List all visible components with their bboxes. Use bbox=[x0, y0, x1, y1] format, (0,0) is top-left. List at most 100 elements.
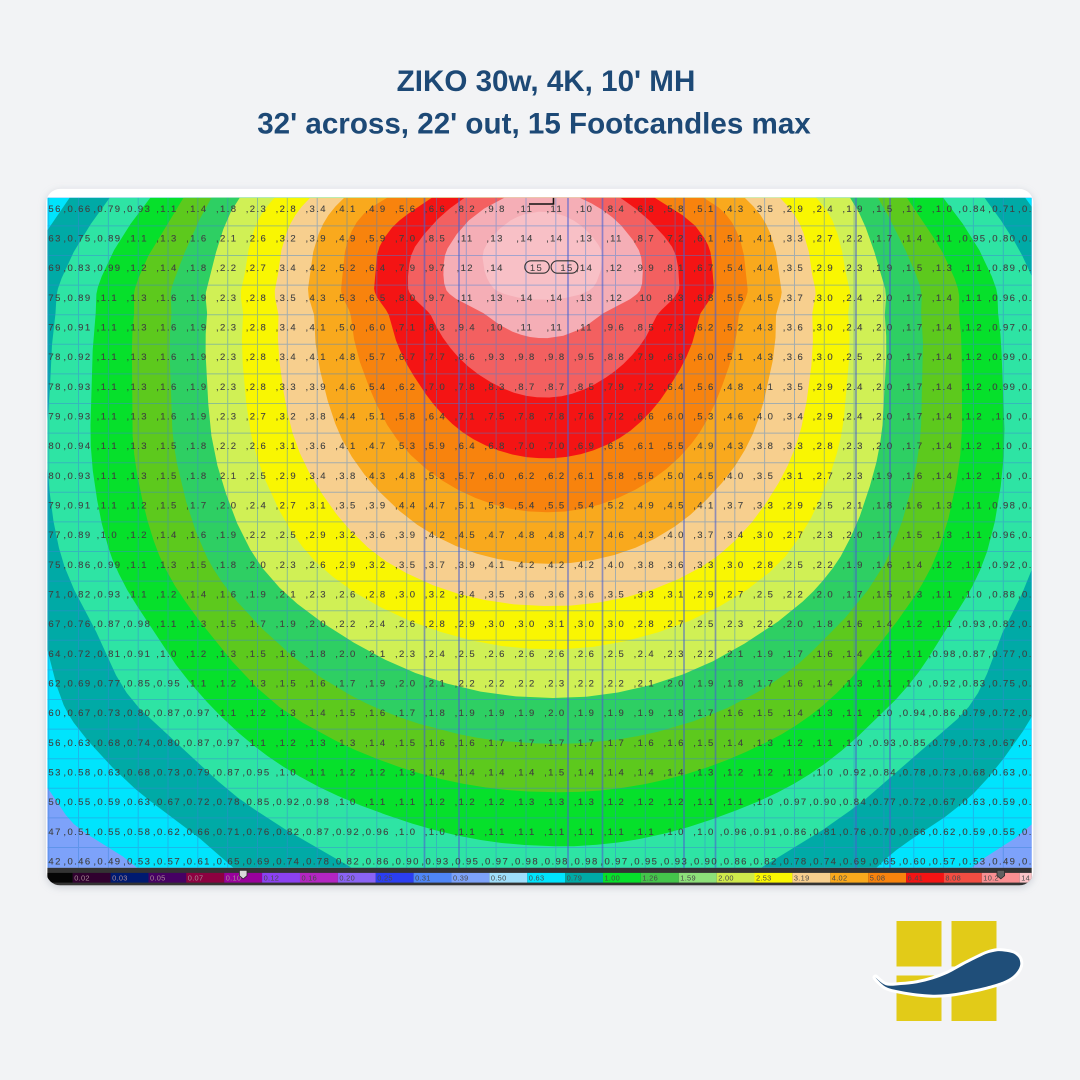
svg-text:,6.8: ,6.8 bbox=[693, 293, 714, 304]
svg-text:,3.3: ,3.3 bbox=[753, 501, 774, 512]
svg-text:,1.0: ,1.0 bbox=[753, 797, 774, 808]
svg-text:,2.6: ,2.6 bbox=[246, 234, 267, 245]
svg-text:,1.4: ,1.4 bbox=[932, 382, 953, 393]
svg-text:,7.8: ,7.8 bbox=[514, 412, 535, 423]
svg-text:,1.1: ,1.1 bbox=[544, 827, 565, 838]
svg-text:,1.7: ,1.7 bbox=[574, 738, 595, 749]
svg-text:,1.1: ,1.1 bbox=[365, 797, 386, 808]
svg-text:,3.0: ,3.0 bbox=[723, 560, 744, 571]
svg-text:,0.93: ,0.93 bbox=[869, 738, 897, 749]
svg-text:,0.53: ,0.53 bbox=[958, 857, 986, 868]
svg-text:,2.4: ,2.4 bbox=[634, 649, 655, 660]
svg-text:,0.75: ,0.75 bbox=[63, 234, 91, 245]
svg-text:,1.4: ,1.4 bbox=[932, 471, 953, 482]
svg-text:,2.3: ,2.3 bbox=[276, 560, 297, 571]
svg-text:,4.1: ,4.1 bbox=[335, 441, 356, 452]
svg-text:,2.9: ,2.9 bbox=[813, 382, 834, 393]
svg-text:,4.4: ,4.4 bbox=[753, 263, 774, 274]
svg-text:,2.0: ,2.0 bbox=[842, 530, 863, 541]
svg-text:,1.3: ,1.3 bbox=[126, 471, 147, 482]
svg-text:,9.3: ,9.3 bbox=[484, 352, 505, 363]
svg-text:,1.6: ,1.6 bbox=[156, 352, 177, 363]
svg-text:,2.8: ,2.8 bbox=[425, 619, 446, 630]
svg-text:,1.1: ,1.1 bbox=[97, 471, 118, 482]
svg-text:,1.7: ,1.7 bbox=[902, 323, 923, 334]
svg-text:,0.59: ,0.59 bbox=[958, 827, 986, 838]
svg-text:,1.5: ,1.5 bbox=[246, 649, 267, 660]
svg-text:,1.2: ,1.2 bbox=[902, 204, 923, 215]
svg-text:,1.6: ,1.6 bbox=[783, 679, 804, 690]
svg-text:,1.3: ,1.3 bbox=[126, 323, 147, 334]
svg-text:,3.0: ,3.0 bbox=[574, 619, 595, 630]
svg-text:,10: ,10 bbox=[576, 204, 593, 215]
svg-text:,0.59: ,0.59 bbox=[93, 797, 121, 808]
svg-text:,1.2: ,1.2 bbox=[186, 649, 207, 660]
svg-text:,4.7: ,4.7 bbox=[484, 530, 505, 541]
svg-text:,2.9: ,2.9 bbox=[813, 412, 834, 423]
svg-text:,4.8: ,4.8 bbox=[395, 471, 416, 482]
svg-text:,7.0: ,7.0 bbox=[395, 234, 416, 245]
svg-text:,4.7: ,4.7 bbox=[574, 530, 595, 541]
svg-text:,3.9: ,3.9 bbox=[455, 560, 476, 571]
svg-text:,1.5: ,1.5 bbox=[156, 501, 177, 512]
svg-text:,3.2: ,3.2 bbox=[276, 412, 297, 423]
svg-text:,1.5: ,1.5 bbox=[156, 441, 177, 452]
svg-text:,1.1: ,1.1 bbox=[902, 649, 923, 660]
svg-text:,1.9: ,1.9 bbox=[186, 293, 207, 304]
svg-text:,4.9: ,4.9 bbox=[634, 501, 655, 512]
svg-text:,0.55: ,0.55 bbox=[63, 797, 91, 808]
svg-text:,0.68: ,0.68 bbox=[123, 768, 151, 779]
svg-text:2.00: 2.00 bbox=[718, 874, 734, 883]
svg-text:,0.98: ,0.98 bbox=[302, 797, 330, 808]
svg-text:,1.9: ,1.9 bbox=[753, 649, 774, 660]
svg-text:,0.82: ,0.82 bbox=[272, 827, 300, 838]
svg-text:,5.8: ,5.8 bbox=[395, 412, 416, 423]
svg-text:,4.3: ,4.3 bbox=[305, 293, 326, 304]
svg-text:,0.69: ,0.69 bbox=[34, 263, 62, 274]
svg-text:,0.77: ,0.77 bbox=[93, 679, 121, 690]
svg-text:,0.74: ,0.74 bbox=[272, 857, 300, 868]
svg-text:,0.87: ,0.87 bbox=[153, 708, 181, 719]
svg-text:,1.1: ,1.1 bbox=[186, 679, 207, 690]
svg-text:,2.3: ,2.3 bbox=[395, 649, 416, 660]
svg-text:,2.1: ,2.1 bbox=[723, 649, 744, 660]
svg-text:,1.2: ,1.2 bbox=[962, 352, 983, 363]
svg-text:,5.4: ,5.4 bbox=[723, 263, 744, 274]
svg-text:,1.4: ,1.4 bbox=[634, 768, 655, 779]
svg-text:,3.7: ,3.7 bbox=[723, 501, 744, 512]
svg-text:,3.4: ,3.4 bbox=[276, 263, 297, 274]
svg-text:,1.9: ,1.9 bbox=[693, 679, 714, 690]
svg-text:,0.67: ,0.67 bbox=[1018, 679, 1046, 690]
svg-text:,1.1: ,1.1 bbox=[634, 827, 655, 838]
svg-text:,11: ,11 bbox=[606, 234, 623, 245]
svg-text:,8.7: ,8.7 bbox=[514, 382, 535, 393]
svg-text:,1.8: ,1.8 bbox=[723, 679, 744, 690]
svg-text:,3.6: ,3.6 bbox=[305, 441, 326, 452]
svg-text:,0.69: ,0.69 bbox=[839, 857, 867, 868]
svg-text:,0.67: ,0.67 bbox=[988, 738, 1016, 749]
svg-text:,1.9: ,1.9 bbox=[484, 708, 505, 719]
svg-text:,1.9: ,1.9 bbox=[574, 708, 595, 719]
svg-text:,1.9: ,1.9 bbox=[276, 619, 297, 630]
svg-text:,1.8: ,1.8 bbox=[813, 619, 834, 630]
svg-text:,5.1: ,5.1 bbox=[723, 234, 744, 245]
svg-text:,7.8: ,7.8 bbox=[544, 412, 565, 423]
svg-text:,1.2: ,1.2 bbox=[962, 323, 983, 334]
svg-text:,1.3: ,1.3 bbox=[126, 293, 147, 304]
svg-text:,1.7: ,1.7 bbox=[544, 738, 565, 749]
svg-text:,1.4: ,1.4 bbox=[514, 768, 535, 779]
svg-text:,0.99: ,0.99 bbox=[93, 263, 121, 274]
svg-text:,9.8: ,9.8 bbox=[484, 204, 505, 215]
svg-text:,5.6: ,5.6 bbox=[395, 204, 416, 215]
svg-text:,1.0: ,1.0 bbox=[842, 738, 863, 749]
svg-text:,1.3: ,1.3 bbox=[276, 708, 297, 719]
svg-text:,1.6: ,1.6 bbox=[723, 708, 744, 719]
svg-text:,2.4: ,2.4 bbox=[246, 501, 267, 512]
svg-text:,2.2: ,2.2 bbox=[604, 679, 625, 690]
svg-text:,0.45: ,0.45 bbox=[1018, 857, 1046, 868]
svg-text:,1.7: ,1.7 bbox=[842, 590, 863, 601]
svg-text:,1.2: ,1.2 bbox=[455, 797, 476, 808]
svg-text:,0.62: ,0.62 bbox=[34, 679, 62, 690]
svg-text:,3.2: ,3.2 bbox=[425, 590, 446, 601]
svg-text:,1.0: ,1.0 bbox=[932, 204, 953, 215]
